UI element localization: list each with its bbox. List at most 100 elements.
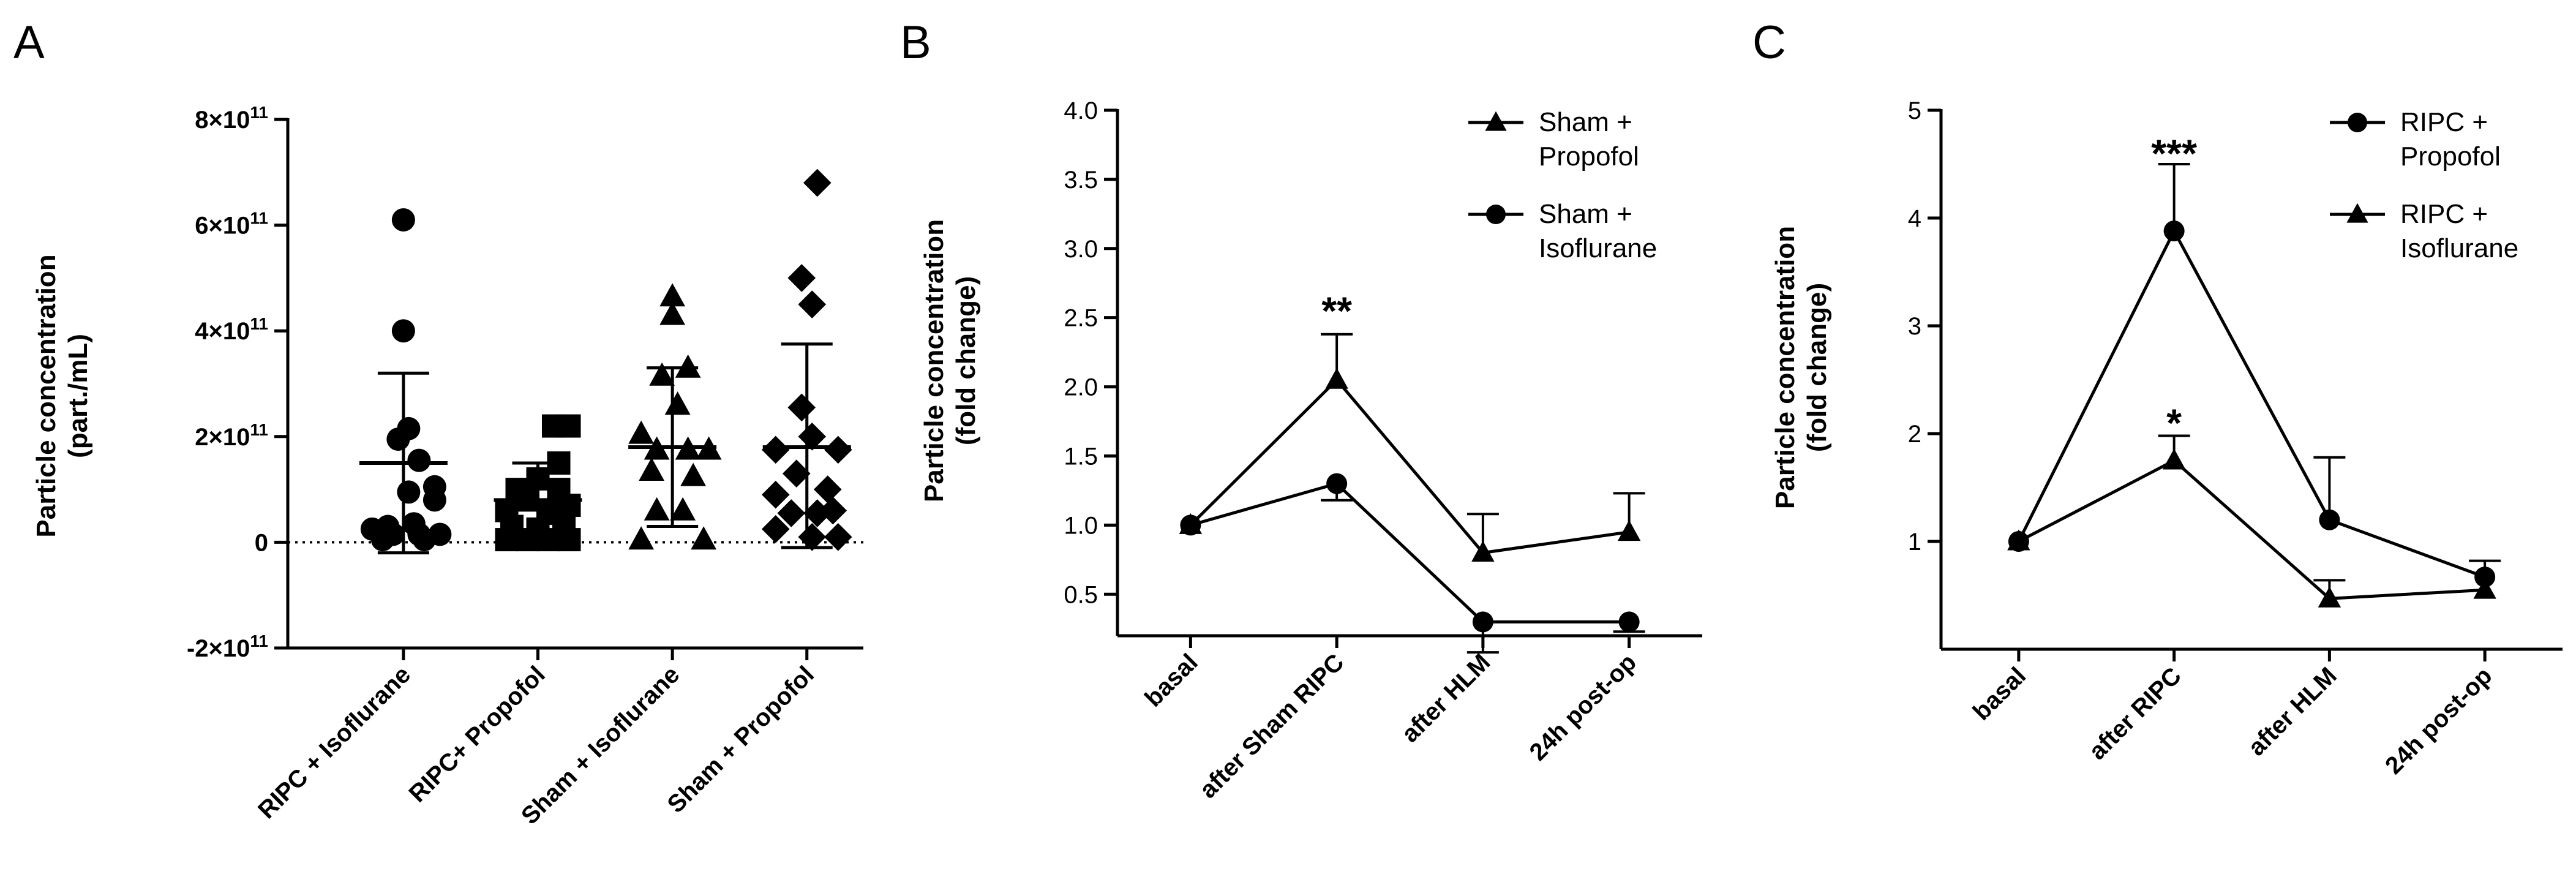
sham-propofol-point [1325, 367, 1348, 389]
x-category-label: after HLM [1397, 649, 1496, 748]
significance-marker: *** [2151, 131, 2197, 175]
sham-isoflurane-point [628, 526, 655, 550]
sham-propofol-point [824, 435, 852, 464]
ripc-propofol-legend-marker [2348, 113, 2367, 132]
x-category-label: 24h post-op [1525, 649, 1642, 766]
ripc-isoflurane-point [2162, 448, 2186, 470]
ripc-propofol-legend-label: RIPC + Propofol [2400, 107, 2501, 171]
panel-c: C Particle concentration(fold change) 1 2 3 4… [1752, 17, 2563, 780]
ripc-propofol-point [495, 528, 519, 552]
y-tick-label: 4×1011 [195, 314, 268, 345]
sham-propofol-point [819, 496, 847, 525]
significance-marker: ** [1321, 288, 1352, 333]
y-tick-label: 3.0 [1064, 236, 1098, 263]
x-category-label: RIPC + Isoflurane [253, 661, 416, 824]
sham-isoflurane-point [644, 497, 670, 521]
sham-isoflurane-point [659, 283, 686, 307]
ripc-propofol-point [2163, 220, 2185, 242]
sham-propofol-point [777, 499, 806, 527]
sham-propofol-point [761, 480, 790, 509]
ripc-isoflurane-point [422, 488, 446, 512]
sham-propofol-point [782, 459, 811, 488]
ripc-isoflurane-point [2473, 578, 2496, 599]
sham-isoflurane-point [1326, 473, 1348, 494]
ripc-propofol-point [557, 493, 581, 517]
ripc-isoflurane-line [2018, 458, 2485, 600]
ripc-isoflurane-legend-marker [2346, 203, 2368, 223]
panel-letter-a: A [13, 17, 45, 69]
significance-marker: * [2166, 401, 2182, 445]
ripc-isoflurane-point [407, 448, 431, 472]
x-category-label: after HLM [2243, 662, 2342, 761]
y-tick-label: 2.0 [1064, 374, 1098, 401]
sham-isoflurane-point [675, 354, 701, 378]
y-tick-label: -2×1011 [187, 631, 268, 662]
sham-propofol-point [798, 522, 827, 551]
ripc-propofol-point [557, 528, 581, 552]
sham-propofol-point [824, 522, 852, 551]
sham-propofol-point [803, 168, 832, 197]
sham-propofol-point [787, 393, 816, 422]
sham-isoflurane-point [659, 301, 686, 325]
y-axis-title: Particle concentration(fold change) [919, 219, 981, 502]
sham-isoflurane-point [1180, 514, 1201, 536]
y-tick-label: 1 [1908, 529, 1921, 556]
x-category-label: 24h post-op [2380, 662, 2497, 779]
y-tick-label: 5 [1908, 97, 1921, 124]
y-axis-title: Particle concentration(part./mL) [31, 254, 93, 537]
sham-propofol-point [787, 264, 816, 292]
ripc-isoflurane-point [391, 208, 415, 232]
sham-propofol-point [798, 423, 827, 451]
ripc-propofol-point [2319, 509, 2340, 530]
ripc-propofol-line [2017, 227, 2485, 579]
ripc-isoflurane-point [2318, 586, 2341, 608]
y-tick-label: 1.5 [1064, 443, 1098, 470]
sham-propofol-point [798, 290, 827, 318]
sham-propofol-legend-marker [1485, 111, 1507, 131]
sham-propofol-point [761, 515, 790, 543]
sham-isoflurane-line [1190, 481, 1629, 623]
sham-isoflurane-point [1472, 611, 1493, 633]
y-tick-label: 2×1011 [195, 420, 268, 451]
sham-propofol-line [1189, 377, 1629, 555]
ripc-propofol-point [516, 528, 539, 552]
x-category-label: after Sham RIPC [1195, 649, 1350, 804]
y-tick-label: 2 [1908, 421, 1921, 448]
ripc-isoflurane-point [412, 528, 436, 552]
sham-isoflurane-point [664, 391, 691, 415]
sham-isoflurane-legend-label: Sham + Isoflurane [1539, 199, 1657, 263]
ripc-propofol-point [557, 414, 581, 438]
sham-isoflurane-point [639, 458, 665, 481]
ripc-isoflurane-point [391, 319, 415, 343]
sham-propofol-point [1471, 540, 1495, 562]
y-tick-label: 4 [1908, 205, 1921, 232]
panel-a: A Particle concentration(part./mL) 8×1011 6… [13, 17, 863, 830]
x-category-label: basal [1968, 662, 2031, 725]
y-tick-label: 8×1011 [195, 103, 268, 134]
y-tick-label: 0.5 [1064, 581, 1098, 608]
sham-isoflurane-legend-marker [1486, 205, 1506, 224]
y-tick-label: 0 [255, 529, 268, 556]
y-axis-title: Particle concentration(fold change) [1770, 226, 1832, 509]
ripc-isoflurane-legend-label: RIPC + Isoflurane [2400, 199, 2518, 263]
y-tick-label: 4.0 [1064, 97, 1098, 124]
y-tick-label: 3.5 [1064, 167, 1098, 194]
panel-letter-c: C [1752, 17, 1786, 69]
y-tick-label: 2.5 [1064, 305, 1098, 332]
sham-propofol-legend-label: Sham + Propofol [1539, 107, 1639, 171]
x-category-label: after RIPC [2084, 662, 2187, 765]
ripc-isoflurane-point [370, 528, 394, 552]
ripc-propofol-point [536, 528, 560, 552]
sham-isoflurane-point [1618, 611, 1640, 633]
sham-isoflurane-point [670, 497, 696, 521]
sham-isoflurane-point [649, 362, 675, 386]
y-tick-label: 6×1011 [195, 209, 268, 239]
ripc-propofol-point [2474, 567, 2496, 588]
x-category-label: basal [1140, 649, 1203, 712]
x-category-label: Sham + Propofol [662, 661, 819, 818]
sham-propofol-point [813, 475, 842, 503]
sham-propofol-point [761, 435, 790, 464]
sham-isoflurane-point [680, 462, 707, 486]
x-category-label: RIPC+ Propofol [404, 661, 550, 807]
panel-b: B Particle concentration(fold change) 0.5 1… [900, 17, 1702, 804]
